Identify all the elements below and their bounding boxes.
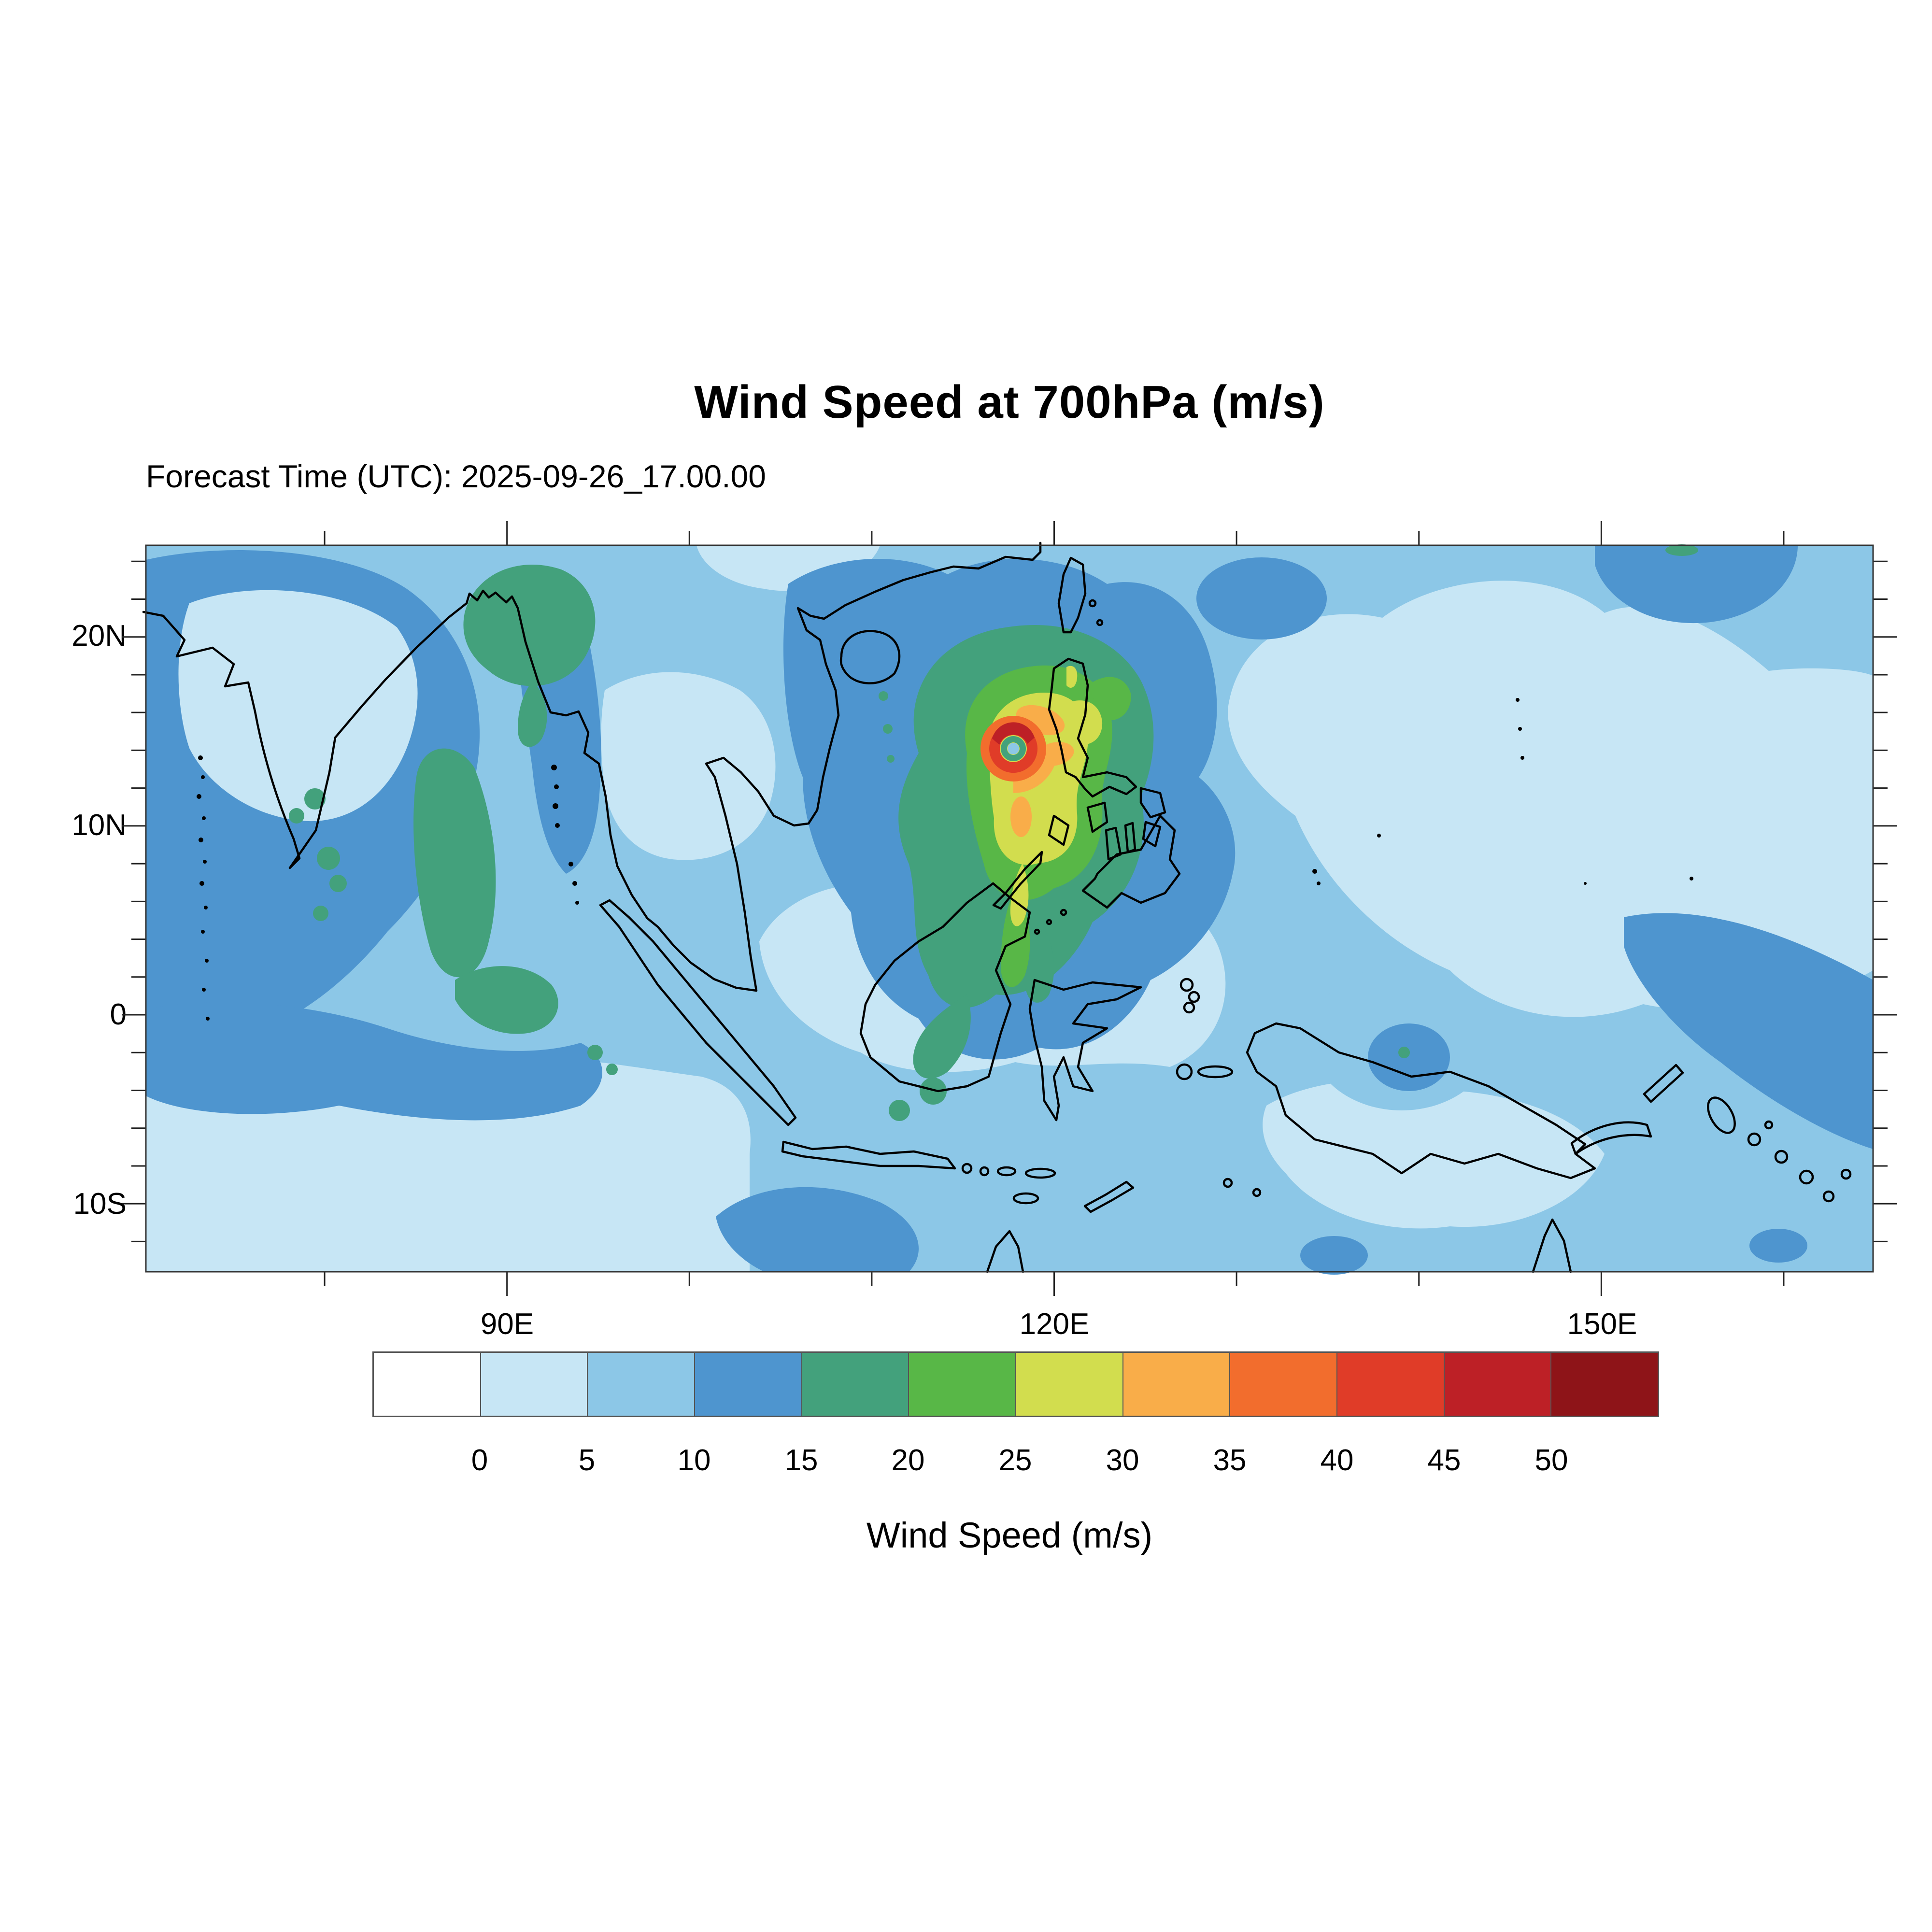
page-title: Wind Speed at 700hPa (m/s)	[694, 376, 1325, 428]
colorbar-cell-15-20	[802, 1353, 909, 1416]
typhoon-ring-30-35	[1010, 705, 1074, 837]
field-green-15-20	[289, 544, 1698, 1075]
island-specks	[197, 698, 1693, 1021]
colorbar-cell-20-25	[909, 1353, 1017, 1416]
wind-speed-contour-map	[122, 521, 1897, 1296]
map-frame	[145, 544, 1874, 1273]
forecast-time-label: Forecast Time (UTC): 2025-09-26_17.00.00	[146, 458, 766, 494]
colorbar-cell-0-5	[481, 1353, 588, 1416]
colorbar-tick-45: 45	[1427, 1444, 1461, 1477]
colorbar-tick-30: 30	[1106, 1444, 1139, 1477]
colorbar-cell-35-40	[1230, 1353, 1338, 1416]
field-light-holes	[178, 590, 776, 860]
colorbar-tick-20: 20	[891, 1444, 925, 1477]
colorbar-tick-5: 5	[578, 1444, 596, 1477]
colorbar-cell-30-35	[1123, 1353, 1231, 1416]
colorbar-tick-35: 35	[1213, 1444, 1247, 1477]
map-panel	[122, 521, 1897, 1296]
colorbar-title: Wind Speed (m/s)	[866, 1515, 1153, 1555]
typhoon-eye	[1008, 743, 1019, 754]
lon-tick-label-150e: 150E	[1567, 1307, 1637, 1341]
lon-tick-label-120e: 120E	[1019, 1307, 1090, 1341]
colorbar-tick-15: 15	[784, 1444, 818, 1477]
colorbar-cell-over	[1551, 1353, 1658, 1416]
typhoon-ring-45-50	[992, 722, 1035, 745]
colorbar-tick-40: 40	[1320, 1444, 1354, 1477]
colorbar-cell-25-30	[1016, 1353, 1123, 1416]
colorbar-cell-10-15	[695, 1353, 802, 1416]
field-disturbance-138e	[1310, 966, 1493, 1110]
lat-tick-label-20n: 20N	[71, 619, 127, 653]
lat-tick-label-10s: 10S	[73, 1187, 127, 1221]
lat-tick-label-0: 0	[110, 998, 127, 1031]
colorbar-cell-45-50	[1444, 1353, 1552, 1416]
colorbar-cell-5-10	[588, 1353, 696, 1416]
colorbar-tick-25: 25	[998, 1444, 1032, 1477]
colorbar-tick-0: 0	[471, 1444, 488, 1477]
colorbar-cell-40-45	[1337, 1353, 1445, 1416]
lat-tick-label-10n: 10N	[71, 809, 127, 842]
lon-tick-label-90e: 90E	[480, 1307, 534, 1341]
coastlines	[142, 541, 1852, 1273]
colorbar-tick-10: 10	[677, 1444, 711, 1477]
colorbar	[372, 1351, 1659, 1417]
typhoon-eye-ring-15-20	[1001, 736, 1026, 761]
axis-ticks	[122, 521, 1897, 1296]
colorbar-tick-50: 50	[1534, 1444, 1568, 1477]
colorbar-cell-under	[374, 1353, 481, 1416]
typhoon-wind-field	[889, 625, 1154, 1121]
